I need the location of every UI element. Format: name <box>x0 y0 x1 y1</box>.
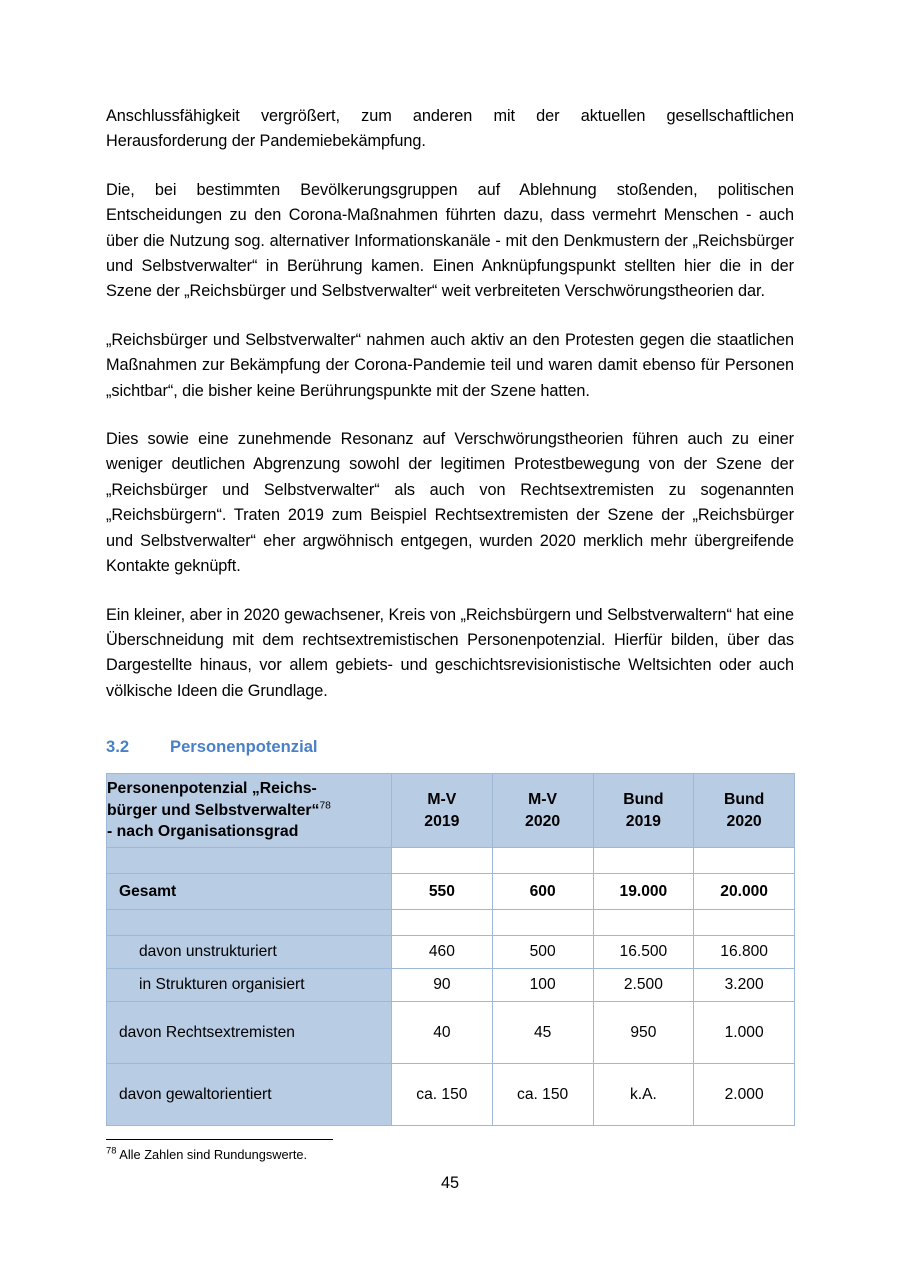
row-value-bund-2019: 16.500 <box>592 935 695 970</box>
row-value-bund-2020: 16.800 <box>693 935 795 970</box>
col-title-line2: 2019 <box>424 812 460 830</box>
row-value-mv-2019 <box>391 909 493 937</box>
footnote-block: 78 Alle Zahlen sind Rundungswerte. <box>106 1139 794 1163</box>
personenpotenzial-table: Personenpotenzial „Reichs- bürger und Se… <box>106 773 795 1127</box>
row-value-mv-2019: 40 <box>391 1001 493 1065</box>
row-value-mv-2020: 600 <box>491 873 594 911</box>
row-label: davon Rechtsextremisten <box>106 1001 392 1065</box>
row-value-bund-2019 <box>592 909 695 937</box>
section-heading: 3.2 Personenpotenzial <box>106 737 794 757</box>
row-value-bund-2019: 19.000 <box>592 873 695 911</box>
page-number: 45 <box>440 1174 460 1192</box>
table-row <box>106 909 795 937</box>
row-label <box>106 847 392 875</box>
table-header-col-bund-2020: Bund 2020 <box>693 773 795 849</box>
paragraph-5: Ein kleiner, aber in 2020 gewachsener, K… <box>106 605 794 700</box>
row-value-mv-2020: ca. 150 <box>491 1063 594 1127</box>
row-value-mv-2020 <box>491 847 594 875</box>
table-row: davon Rechtsextremisten 40 45 950 1.000 <box>106 1001 795 1065</box>
footnote-marker: 78 <box>106 1144 117 1156</box>
paragraph-4: Dies sowie eine zunehmende Resonanz auf … <box>106 430 794 576</box>
section-title: Personenpotenzial <box>170 737 318 757</box>
row-value-mv-2019: 90 <box>391 968 493 1003</box>
row-label: davon unstrukturiert <box>106 935 392 970</box>
row-label <box>106 909 392 937</box>
table-header-col-mv-2019: M-V 2019 <box>391 773 493 849</box>
table-row: davon gewaltorientiert ca. 150 ca. 150 k… <box>106 1063 795 1127</box>
row-value-mv-2020: 45 <box>491 1001 594 1065</box>
table-row: Gesamt 550 600 19.000 20.000 <box>106 873 795 911</box>
table-header-col-mv-2020: M-V 2020 <box>491 773 594 849</box>
row-value-bund-2020 <box>693 847 795 875</box>
footnote-text: Alle Zahlen sind Rundungswerte. <box>119 1147 308 1162</box>
row-value-mv-2020: 100 <box>491 968 594 1003</box>
row-value-bund-2020: 1.000 <box>693 1001 795 1065</box>
table-header-label-cell: Personenpotenzial „Reichs- bürger und Se… <box>106 773 392 849</box>
table-header-row: Personenpotenzial „Reichs- bürger und Se… <box>106 773 795 849</box>
footnote-separator-rule <box>106 1139 333 1140</box>
row-value-bund-2020: 3.200 <box>693 968 795 1003</box>
row-value-bund-2020: 20.000 <box>693 873 795 911</box>
table-body: Gesamt 550 600 19.000 20.000 davon unstr… <box>106 847 795 1127</box>
col-title-line1: Bund <box>723 791 765 809</box>
table-row: davon unstrukturiert 460 500 16.500 16.8… <box>106 935 795 970</box>
table-header-label-line1: Personenpotenzial „Reichs- <box>107 780 317 798</box>
row-value-bund-2019: 2.500 <box>592 968 695 1003</box>
paragraph-1: Anschlussfähigkeit vergrößert, zum ander… <box>106 107 794 151</box>
table-header: Personenpotenzial „Reichs- bürger und Se… <box>106 773 795 849</box>
col-title-line1: Bund <box>623 791 664 809</box>
col-title-line2: 2019 <box>625 812 661 830</box>
paragraph-2: Die, bei bestimmten Bevölkerungsgruppen … <box>106 180 794 301</box>
table-header-footnote-marker: 78 <box>319 800 331 812</box>
col-title-line2: 2020 <box>525 812 561 830</box>
col-title-line1: M-V <box>427 791 457 809</box>
row-value-mv-2019 <box>391 847 493 875</box>
row-value-mv-2019: 550 <box>391 873 493 911</box>
table-header-label-line2: bürger und Selbstverwalter“ <box>107 801 320 819</box>
row-value-bund-2019: k.A. <box>592 1063 695 1127</box>
row-value-mv-2020: 500 <box>491 935 594 970</box>
paragraph-3: „Reichsbürger und Selbstverwalter“ nahme… <box>106 330 794 400</box>
table-header-col-bund-2019: Bund 2019 <box>592 773 695 849</box>
row-value-mv-2020 <box>491 909 594 937</box>
col-title-line2: 2020 <box>726 812 762 830</box>
section-number: 3.2 <box>106 737 130 757</box>
row-label: in Strukturen organisiert <box>106 968 392 1003</box>
row-value-bund-2019: 950 <box>592 1001 695 1065</box>
row-label: davon gewaltorientiert <box>106 1063 392 1127</box>
footnote-entry: 78 Alle Zahlen sind Rundungswerte. <box>106 1146 794 1163</box>
table-row: in Strukturen organisiert 90 100 2.500 3… <box>106 968 795 1003</box>
row-value-bund-2020 <box>693 909 795 937</box>
row-value-mv-2019: 460 <box>391 935 493 970</box>
row-value-bund-2019 <box>592 847 695 875</box>
col-title-line1: M-V <box>528 791 558 809</box>
row-value-mv-2019: ca. 150 <box>391 1063 493 1127</box>
row-label: Gesamt <box>106 873 392 911</box>
table-header-label-line3: - nach Organisationsgrad <box>107 823 299 841</box>
row-value-bund-2020: 2.000 <box>693 1063 795 1127</box>
page-content: Anschlussfähigkeit vergrößert, zum ander… <box>106 104 795 1127</box>
table-row <box>106 847 795 875</box>
